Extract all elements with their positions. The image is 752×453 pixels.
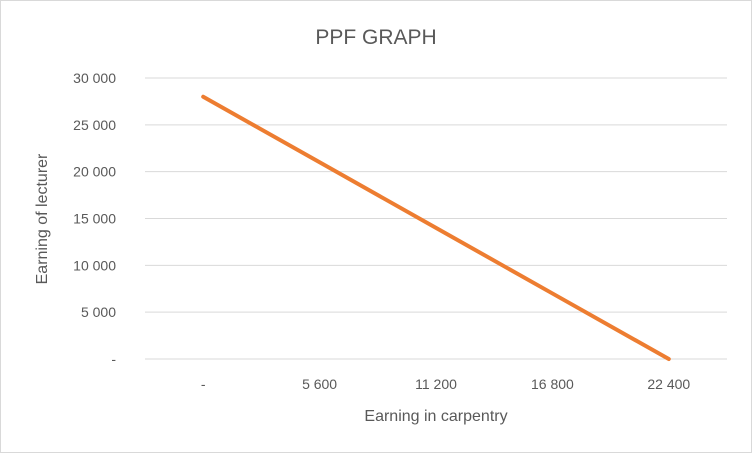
y-tick-label: 10 000 <box>73 257 116 273</box>
series-line <box>201 94 671 361</box>
x-tick-label: 11 200 <box>415 376 457 392</box>
y-tick-label: - <box>111 351 116 367</box>
x-tick-label: - <box>201 376 206 392</box>
y-axis-label: Earning of lecturer <box>34 153 51 284</box>
y-tick-label: 5 000 <box>81 304 116 320</box>
series-lines <box>201 94 671 361</box>
x-tick-label: 22 400 <box>647 376 690 392</box>
x-axis-label: Earning in carpentry <box>364 408 507 425</box>
y-tick-label: 20 000 <box>73 164 116 180</box>
x-tick-labels: - 5 600 11 200 16 800 22 400 <box>201 376 691 392</box>
y-tick-label: 25 000 <box>73 117 116 133</box>
x-tick-label: 16 800 <box>531 376 574 392</box>
y-tick-label: 30 000 <box>73 70 116 86</box>
grid-lines <box>145 77 727 360</box>
x-tick-label: 5 600 <box>302 376 337 392</box>
y-tick-label: 15 000 <box>73 211 116 227</box>
y-tick-labels: - 5 000 10 000 15 000 20 000 25 000 30 000 <box>73 70 116 367</box>
chart-title: PPF GRAPH <box>315 26 436 49</box>
